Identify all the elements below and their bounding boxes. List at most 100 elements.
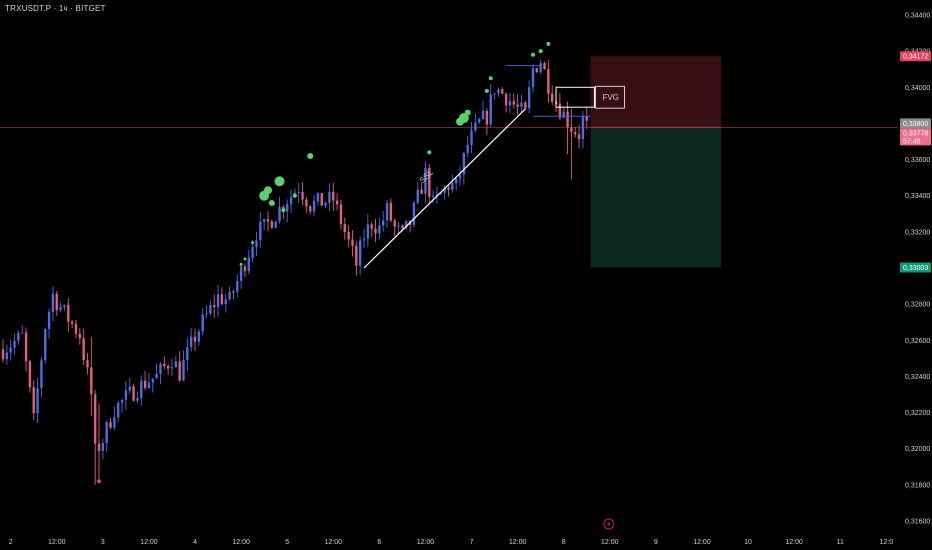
candle	[462, 151, 466, 185]
candle	[151, 378, 154, 393]
candle-body	[63, 305, 66, 307]
candle	[174, 355, 178, 368]
candle	[382, 210, 385, 232]
candle-body	[124, 390, 128, 400]
candle	[132, 383, 135, 402]
candle-body	[255, 240, 258, 248]
candle-body	[416, 189, 419, 203]
candle	[370, 221, 373, 238]
candle-body	[220, 294, 224, 305]
candle	[186, 337, 189, 371]
x-tick-label: 11	[837, 539, 844, 546]
candle	[504, 92, 508, 113]
candle-body	[343, 224, 346, 232]
candle-body	[286, 204, 289, 212]
candle	[309, 205, 312, 215]
candle-body	[278, 206, 281, 222]
candle-body	[251, 247, 254, 258]
candle-body	[328, 191, 331, 203]
candle	[47, 308, 51, 340]
candle-body	[462, 152, 466, 175]
y-tick-label: 0,33400	[905, 193, 930, 200]
candle-body	[439, 192, 443, 195]
candle	[170, 358, 174, 376]
signal-dot	[239, 262, 243, 266]
candle	[305, 197, 308, 213]
candle	[140, 375, 143, 406]
candle-body	[239, 266, 243, 281]
candle	[101, 438, 105, 460]
candle-body	[182, 360, 185, 381]
candle	[543, 61, 546, 70]
candle-body	[97, 443, 101, 451]
candle-body	[193, 336, 197, 342]
candle-body	[339, 204, 343, 225]
candle-body	[13, 340, 16, 348]
candle	[358, 236, 362, 276]
candle-body	[236, 280, 239, 292]
candle	[286, 199, 289, 223]
candle	[520, 94, 523, 114]
candle	[531, 64, 535, 93]
target-price-tag: 0,33003	[903, 265, 928, 272]
candle-body	[504, 93, 508, 106]
candle	[1, 339, 5, 363]
candle-body	[543, 63, 546, 70]
candle-body	[36, 388, 39, 414]
candle-body	[44, 329, 47, 361]
candle-body	[527, 87, 531, 109]
signal-dot	[307, 152, 314, 159]
candle	[28, 359, 32, 393]
y-tick-label: 0,32600	[905, 338, 930, 345]
candle-body	[74, 323, 78, 334]
candle	[86, 353, 89, 375]
candle	[481, 100, 485, 120]
candle-body	[489, 94, 492, 125]
candle	[120, 398, 124, 413]
signal-dot	[546, 41, 551, 46]
candle-body	[274, 221, 277, 228]
x-tick-label: 12:00	[232, 539, 250, 546]
icons-layer	[603, 518, 615, 530]
fvg-box	[555, 86, 595, 108]
candle-body	[520, 102, 523, 107]
candle-body	[516, 104, 519, 107]
candle	[189, 328, 193, 352]
candle	[431, 189, 435, 204]
candles-layer	[1, 59, 588, 485]
signal-dot	[292, 193, 297, 198]
candle	[274, 220, 277, 228]
x-tick-label: 12:00	[325, 539, 343, 546]
signal-dot	[97, 479, 102, 484]
candle	[508, 92, 512, 114]
x-tick-label: 12:00	[140, 539, 158, 546]
candle	[247, 249, 250, 275]
chart-title: TRXUSDT.P · 1ч · BITGET	[5, 4, 106, 13]
ssl-trendline	[363, 108, 526, 269]
y-tick-label: 0,34400	[905, 13, 930, 20]
candle-body	[197, 331, 201, 342]
candle-body	[435, 194, 439, 196]
y-tick-label: 0,32400	[905, 374, 930, 381]
x-tick-label: 12:00	[601, 539, 619, 546]
candle	[143, 371, 147, 391]
candle	[585, 107, 588, 129]
candle-body	[228, 291, 231, 300]
candle-body	[136, 398, 139, 401]
candle-body	[401, 225, 404, 228]
candle-body	[216, 294, 220, 307]
candle-body	[140, 380, 143, 399]
candle-body	[412, 202, 416, 225]
candle	[347, 225, 350, 248]
candle-body	[393, 220, 396, 227]
candle	[201, 308, 204, 336]
candle	[124, 380, 128, 410]
candle	[566, 101, 569, 155]
candle	[581, 110, 585, 149]
candle	[454, 178, 458, 191]
candle-body	[420, 189, 423, 194]
y-tick-label: 0,32800	[905, 302, 930, 309]
candle	[155, 363, 158, 379]
candle-body	[93, 394, 97, 444]
